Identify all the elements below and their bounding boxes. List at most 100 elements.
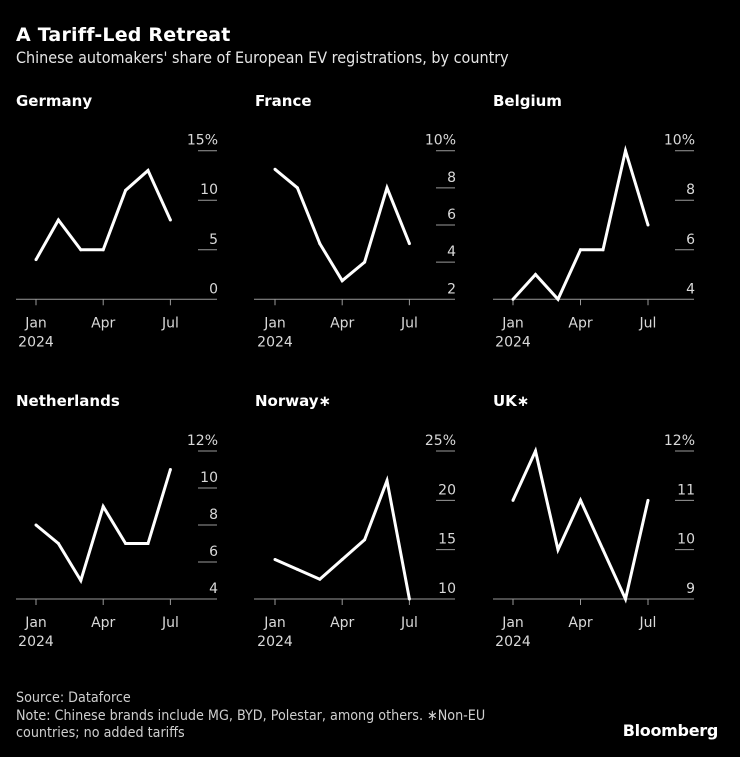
x-tick-label: Jul [400, 315, 418, 331]
data-point [556, 297, 560, 301]
data-point [34, 523, 38, 527]
y-tick-label: 5 [209, 232, 218, 248]
data-point [295, 186, 299, 190]
chart-subtitle: Chinese automakers' share of European EV… [16, 48, 509, 67]
x-tick-label: Jan [263, 615, 286, 631]
data-point [385, 479, 389, 483]
x-tick-label: Jul [639, 315, 657, 331]
y-tick-label: 9 [686, 581, 695, 597]
data-point [273, 167, 277, 171]
chart-title: A Tariff-Led Retreat [16, 24, 231, 46]
data-point [340, 279, 344, 283]
panel-title-netherlands: Netherlands [16, 392, 120, 410]
data-point [363, 538, 367, 542]
y-tick-label: 12% [187, 433, 218, 449]
data-point [168, 218, 172, 222]
data-point [34, 258, 38, 262]
y-tick-label: 8 [686, 182, 695, 198]
panel-title-norway: Norway∗ [255, 392, 332, 410]
y-tick-label: 2 [447, 281, 456, 297]
y-tick-label: 0 [209, 281, 218, 297]
y-tick-label: 10 [200, 470, 218, 486]
x-tick-label: Apr [91, 615, 115, 631]
x-tick-label: Jul [161, 315, 179, 331]
y-tick-label: 10% [664, 133, 695, 149]
y-tick-label: 4 [447, 244, 456, 260]
x-year-label: 2024 [495, 634, 531, 650]
data-point [146, 169, 150, 173]
x-year-label: 2024 [495, 334, 531, 350]
y-tick-label: 15% [187, 133, 218, 149]
y-tick-label: 10 [677, 532, 695, 548]
x-tick-label: Apr [330, 315, 354, 331]
data-point [407, 242, 411, 246]
data-point [124, 188, 128, 192]
x-year-label: 2024 [257, 334, 293, 350]
y-tick-label: 4 [686, 281, 695, 297]
panel-title-france: France [255, 92, 312, 110]
data-point [56, 542, 60, 545]
source-text: Source: Dataforce [16, 690, 131, 706]
data-point [146, 542, 150, 545]
data-point [579, 498, 582, 502]
data-point [511, 498, 515, 502]
data-point [601, 548, 605, 552]
data-point [295, 567, 299, 571]
data-point [273, 558, 277, 562]
data-point [124, 542, 128, 545]
y-tick-label: 12% [664, 433, 695, 449]
data-point [534, 273, 537, 277]
data-point [579, 248, 582, 252]
data-point [318, 242, 322, 246]
panel-title-germany: Germany [16, 92, 93, 110]
note-text-line-2: countries; no added tariffs [16, 725, 185, 741]
y-tick-label: 20 [438, 482, 456, 498]
data-point [624, 149, 627, 153]
data-point [601, 248, 605, 252]
x-tick-label: Jan [24, 315, 47, 331]
y-tick-label: 6 [447, 207, 456, 223]
series-line-uk [511, 446, 650, 604]
y-tick-label: 25% [425, 433, 456, 449]
x-tick-label: Jul [400, 615, 418, 631]
data-point [101, 505, 105, 508]
footer-notes: Source: Dataforce Note: Chinese brands i… [16, 690, 485, 743]
note-text-line-1: Note: Chinese brands include MG, BYD, Po… [16, 707, 486, 724]
data-point [556, 548, 560, 552]
data-point [168, 468, 172, 471]
panel-title-belgium: Belgium [493, 92, 562, 110]
y-tick-label: 4 [209, 581, 218, 597]
y-tick-label: 15 [438, 532, 456, 548]
panel-title-uk: UK∗ [493, 392, 530, 410]
data-point [79, 248, 83, 252]
y-tick-label: 10% [425, 133, 456, 149]
y-tick-label: 10 [200, 182, 218, 198]
data-point [646, 223, 650, 227]
x-tick-label: Jan [501, 615, 524, 631]
x-tick-label: Jan [24, 615, 47, 631]
data-point [624, 597, 627, 601]
x-tick-label: Jan [501, 315, 524, 331]
data-point [385, 186, 389, 190]
data-point [407, 597, 411, 601]
data-point [363, 260, 367, 264]
x-year-label: 2024 [257, 634, 293, 650]
bloomberg-logo: Bloomberg [622, 721, 719, 740]
y-tick-label: 11 [677, 482, 695, 498]
data-point [101, 248, 105, 252]
data-point [56, 218, 60, 222]
y-tick-label: 8 [447, 170, 456, 186]
x-tick-label: Jul [639, 615, 657, 631]
data-point [318, 577, 322, 581]
y-tick-label: 10 [438, 581, 456, 597]
x-tick-label: Apr [568, 615, 592, 631]
x-year-label: 2024 [18, 334, 54, 350]
data-point [79, 579, 83, 582]
data-point [534, 449, 537, 453]
y-tick-label: 6 [209, 544, 218, 560]
